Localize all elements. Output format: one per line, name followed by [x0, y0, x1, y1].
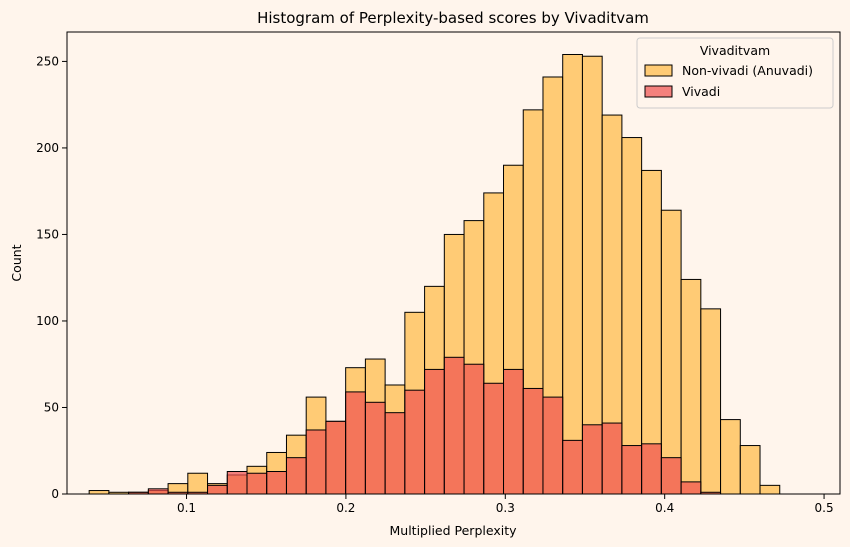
vivadi-bar	[325, 420, 347, 495]
x-tick-label: 0.1	[177, 501, 196, 515]
x-axis-ticks: 0.1 0.2 0.3 0.4 0.5	[177, 494, 834, 515]
non-vivadi-bar	[660, 209, 682, 495]
vivadi-bar	[680, 481, 702, 495]
non-vivadi-bar	[680, 278, 702, 495]
vivadi-bar	[581, 424, 603, 495]
non-vivadi-bar	[759, 484, 781, 495]
y-tick-label: 150	[36, 227, 59, 241]
vivadi-bar	[246, 472, 268, 495]
y-axis-label: Count	[9, 244, 24, 281]
vivadi-bar	[542, 396, 564, 495]
vivadi-bar	[266, 471, 287, 495]
non-vivadi-bar	[739, 445, 761, 495]
vivadi-bar	[226, 471, 248, 495]
vivadi-bar	[562, 439, 583, 495]
vivadi-bar	[621, 445, 643, 495]
vivadi-bar	[384, 412, 406, 495]
vivadi-bar	[305, 429, 327, 495]
legend-title: Vivaditvam	[700, 43, 770, 58]
non-vivadi-bar	[700, 308, 722, 495]
legend: Vivaditvam Non-vivadi (Anuvadi) Vivadi	[636, 37, 834, 109]
vivadi-bar	[404, 389, 426, 495]
vivadi-bar	[285, 457, 307, 495]
vivadi-bar	[522, 387, 544, 495]
vivadi-bar	[503, 368, 524, 495]
vivadi-bar	[345, 391, 366, 495]
non-vivadi-bar	[621, 137, 643, 495]
non-vivadi-bar	[187, 472, 209, 495]
vivadi-bar	[660, 457, 682, 495]
non-vivadi-bar	[720, 419, 741, 495]
y-tick-label: 0	[51, 487, 59, 501]
legend-label-vivadi: Vivadi	[682, 84, 720, 99]
legend-swatch-non-vivadi	[644, 64, 673, 77]
vivadi-bar	[641, 443, 662, 495]
non-vivadi-bar	[88, 490, 110, 495]
x-axis-label: Multiplied Perplexity	[389, 523, 517, 538]
x-tick-label: 0.3	[496, 501, 515, 515]
x-tick-label: 0.4	[655, 501, 674, 515]
vivadi-bar	[147, 488, 169, 495]
vivadi-bars	[128, 356, 722, 495]
vivadi-bar	[207, 484, 228, 495]
legend-box	[636, 37, 834, 109]
non-vivadi-bar	[562, 53, 583, 495]
y-tick-label: 50	[44, 400, 59, 414]
y-axis-ticks: 0 50 100 150 200 250	[36, 54, 67, 501]
vivadi-bar	[443, 356, 465, 495]
x-tick-label: 0.2	[336, 501, 355, 515]
y-tick-label: 100	[36, 314, 59, 328]
vivadi-bar	[364, 401, 386, 495]
vivadi-bar	[601, 422, 623, 495]
vivadi-bar	[424, 368, 445, 495]
legend-swatch-vivadi	[644, 85, 673, 98]
plot-frame	[66, 31, 841, 495]
chart-title: Histogram of Perplexity-based scores by …	[257, 9, 649, 27]
vivadi-bar	[483, 382, 505, 495]
x-tick-label: 0.5	[815, 501, 834, 515]
vivadi-bar	[463, 363, 485, 495]
y-tick-label: 250	[36, 54, 59, 68]
y-tick-label: 200	[36, 141, 59, 155]
legend-label-non-vivadi: Non-vivadi (Anuvadi)	[682, 63, 813, 78]
